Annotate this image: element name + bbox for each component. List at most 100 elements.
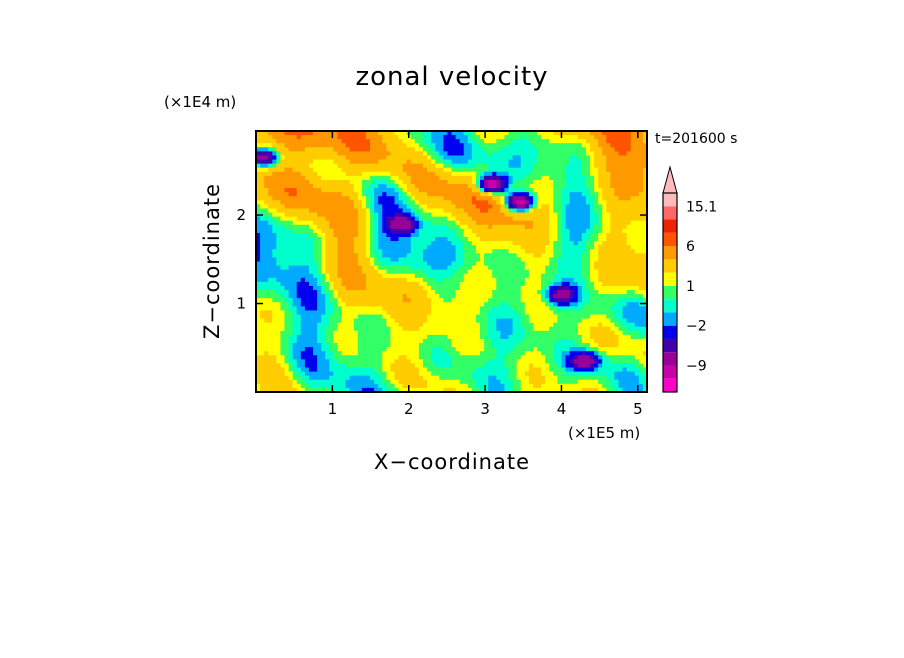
field-cell <box>455 188 461 193</box>
field-cell <box>614 151 620 157</box>
field-cell <box>264 139 269 144</box>
field-cell <box>264 294 269 299</box>
field-cell <box>378 184 383 189</box>
field-cell <box>537 265 542 271</box>
field-cell <box>345 232 351 238</box>
field-cell <box>520 334 526 340</box>
field-cell <box>573 224 579 230</box>
field-cell <box>638 167 644 173</box>
field-cell <box>532 318 538 324</box>
field-cell <box>361 273 367 279</box>
field-cell <box>463 167 469 173</box>
field-cell <box>455 265 461 271</box>
field-cell <box>321 204 326 210</box>
field-cell <box>435 131 440 136</box>
field-cell <box>321 290 326 295</box>
field-cell <box>317 179 322 185</box>
field-cell <box>642 334 647 340</box>
field-cell <box>598 192 603 197</box>
field-cell <box>524 139 530 144</box>
field-cell <box>337 310 343 316</box>
field-cell <box>329 338 334 344</box>
field-cell <box>545 257 550 263</box>
field-cell <box>614 253 620 259</box>
field-cell <box>272 314 277 320</box>
field-cell <box>308 216 314 222</box>
field-cell <box>553 330 558 336</box>
field-cell <box>561 192 567 197</box>
field-cell <box>549 334 554 340</box>
field-cell <box>435 232 440 238</box>
field-cell <box>292 298 298 303</box>
field-cell <box>451 224 457 230</box>
field-cell <box>418 285 424 291</box>
field-cell <box>345 281 351 287</box>
field-cell <box>431 171 436 177</box>
field-cell <box>528 135 534 140</box>
field-cell <box>325 334 330 340</box>
field-cell <box>264 143 269 148</box>
field-cell <box>626 326 632 332</box>
field-cell <box>443 167 449 173</box>
field-cell <box>276 179 282 185</box>
field-cell <box>382 188 387 193</box>
field-cell <box>288 179 294 185</box>
field-cell <box>260 184 265 189</box>
field-cell <box>541 232 546 238</box>
field-cell <box>394 151 400 157</box>
field-cell <box>439 281 444 287</box>
field-cell <box>390 290 396 295</box>
field-cell <box>341 261 347 267</box>
field-cell <box>626 277 632 283</box>
field-cell <box>288 131 294 136</box>
field-cell <box>569 192 575 197</box>
field-cell <box>471 265 477 271</box>
field-cell <box>349 241 355 246</box>
field-cell <box>272 159 277 165</box>
field-cell <box>528 269 534 275</box>
field-cell <box>345 326 351 332</box>
field-cell <box>435 188 440 193</box>
field-cell <box>630 277 636 283</box>
field-cell <box>284 184 290 189</box>
field-cell <box>321 151 326 157</box>
field-cell <box>280 298 286 303</box>
field-cell <box>545 204 550 210</box>
field-cell <box>329 241 334 246</box>
field-cell <box>594 265 599 271</box>
field-cell <box>431 143 436 148</box>
field-cell <box>508 245 514 250</box>
field-cell <box>329 147 334 152</box>
field-cell <box>484 208 489 214</box>
field-cell <box>447 188 453 193</box>
field-cell <box>634 302 640 307</box>
field-cell <box>496 188 501 193</box>
field-cell <box>353 257 359 263</box>
field-cell <box>288 245 294 250</box>
field-cell <box>528 224 534 230</box>
field-cell <box>488 241 493 246</box>
field-cell <box>300 310 306 316</box>
field-cell <box>414 135 420 140</box>
field-cell <box>610 326 616 332</box>
field-cell <box>276 326 282 332</box>
field-cell <box>329 285 334 291</box>
field-cell <box>541 326 546 332</box>
field-cell <box>622 277 628 283</box>
field-cell <box>569 200 575 206</box>
field-cell <box>459 314 465 320</box>
field-cell <box>296 224 302 230</box>
field-cell <box>386 192 391 197</box>
field-cell <box>272 131 277 136</box>
field-cell <box>573 228 579 234</box>
field-cell <box>638 253 644 259</box>
field-cell <box>492 281 497 287</box>
field-cell <box>288 334 294 340</box>
field-cell <box>288 306 294 312</box>
field-cell <box>480 163 485 169</box>
field-cell <box>357 159 363 165</box>
field-cell <box>459 155 465 161</box>
field-cell <box>374 196 379 201</box>
field-cell <box>414 322 420 328</box>
field-cell <box>378 245 383 250</box>
